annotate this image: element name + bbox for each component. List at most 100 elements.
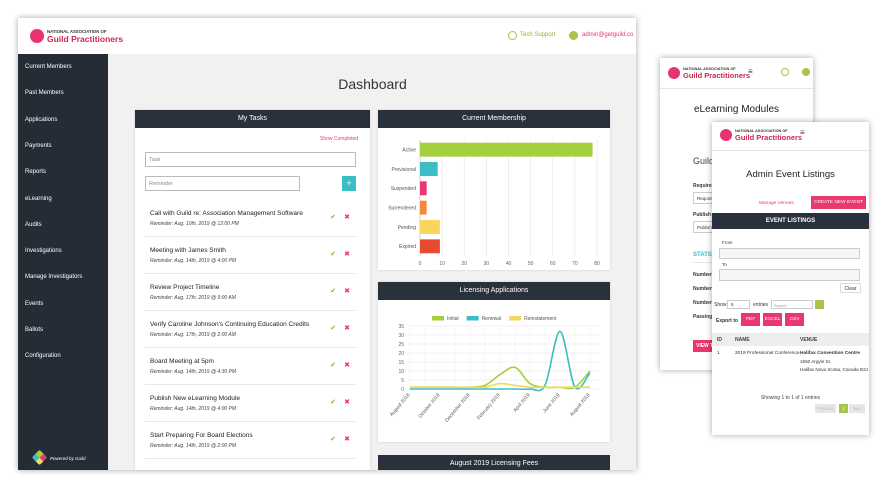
task-reminder: Reminder: Aug. 14th, 2019 @ 4:00 PM bbox=[150, 406, 237, 412]
show-completed[interactable]: Show Completed bbox=[320, 136, 359, 142]
panel-header: Licensing Applications bbox=[378, 282, 610, 300]
logo-name: Guild Practitioners bbox=[47, 34, 124, 44]
x-tick-label: 80 bbox=[594, 261, 600, 267]
chart-panel bbox=[378, 110, 610, 270]
complete-icon[interactable]: ✔ bbox=[330, 214, 336, 221]
delete-icon[interactable]: ✖ bbox=[344, 362, 350, 369]
sidebar-item[interactable]: Applications bbox=[25, 116, 58, 123]
x-tick-label: December 2018 bbox=[444, 392, 472, 423]
delete-icon[interactable]: ✖ bbox=[344, 436, 350, 443]
sidebar-item[interactable]: Manage Investigators bbox=[25, 274, 83, 281]
x-tick-label: 20 bbox=[461, 261, 467, 267]
complete-icon[interactable]: ✔ bbox=[330, 288, 336, 295]
user-link[interactable]: admin@getguild.co bbox=[582, 32, 634, 38]
bar bbox=[420, 220, 440, 234]
length-select[interactable]: 5 bbox=[727, 300, 750, 309]
x-tick-label: 50 bbox=[528, 261, 534, 267]
bar bbox=[420, 239, 440, 254]
logo-icon bbox=[720, 129, 732, 141]
tasks-panel bbox=[135, 110, 370, 470]
reminder-input[interactable]: Reminder bbox=[145, 176, 300, 191]
manage-venues-link[interactable]: Manage Venues bbox=[759, 201, 794, 206]
complete-icon[interactable]: ✔ bbox=[330, 325, 336, 332]
powered-by: Powered by Guild bbox=[50, 456, 86, 461]
sidebar-item[interactable]: Events bbox=[25, 300, 44, 307]
x-tick-label: 60 bbox=[550, 261, 556, 267]
page-button[interactable]: Next bbox=[849, 404, 865, 413]
menu-icon[interactable]: ≡ bbox=[800, 128, 805, 137]
category-label: Suspended bbox=[391, 186, 417, 192]
page-button[interactable]: Previous bbox=[815, 404, 836, 413]
export-button[interactable]: PDF bbox=[741, 313, 760, 326]
legend-label: Initial bbox=[447, 316, 459, 322]
page-button[interactable]: 1 bbox=[839, 404, 848, 413]
delete-icon[interactable]: ✖ bbox=[344, 288, 350, 295]
complete-icon[interactable]: ✔ bbox=[330, 362, 336, 369]
task-reminder: Reminder: Aug. 14th, 2019 @ 2:00 PM bbox=[150, 443, 237, 449]
task-reminder: Reminder: Aug. 10th, 2019 @ 12:00 PM bbox=[150, 221, 239, 227]
task-reminder: Reminder: Aug. 17th, 2019 @ 9:00 AM bbox=[150, 295, 236, 301]
column-header[interactable]: NAME bbox=[735, 337, 750, 343]
menu-icon[interactable]: ≡ bbox=[748, 67, 753, 76]
delete-icon[interactable]: ✖ bbox=[344, 251, 350, 258]
table-header bbox=[712, 333, 869, 346]
y-tick-label: 5 bbox=[401, 378, 404, 384]
task-title: Board Meeting at 5pm bbox=[150, 358, 214, 365]
listings-bar: EVENT LISTINGS bbox=[712, 213, 869, 229]
stats-heading: STATS bbox=[693, 252, 712, 258]
panel-header: My Tasks bbox=[135, 110, 370, 128]
stats-row: Number bbox=[693, 300, 712, 306]
user-icon bbox=[802, 68, 810, 76]
sidebar-item[interactable]: Audits bbox=[25, 221, 42, 228]
window-header-line bbox=[712, 150, 869, 151]
task-title: Meeting with James Smith bbox=[150, 247, 226, 254]
legend-label: Reinstatement bbox=[524, 316, 557, 322]
complete-icon[interactable]: ✔ bbox=[330, 399, 336, 406]
sidebar-item[interactable]: Current Members bbox=[25, 64, 72, 70]
tech-support-link[interactable]: Tech Support bbox=[520, 32, 556, 38]
add-task-button[interactable]: + bbox=[342, 176, 356, 191]
task-title: Review Project Timeline bbox=[150, 284, 220, 291]
category-label: Pending bbox=[398, 225, 417, 231]
user-icon bbox=[569, 31, 578, 40]
logo-subtitle: NATIONAL ASSOCIATION OF bbox=[735, 129, 788, 133]
clear-button[interactable]: Clear bbox=[840, 283, 861, 293]
table-info: Showing 1 to 1 of 1 entries bbox=[760, 395, 821, 401]
sidebar-item[interactable]: eLearning bbox=[25, 195, 52, 202]
sidebar-item[interactable]: Investigations bbox=[25, 248, 62, 255]
sidebar-item[interactable]: Configuration bbox=[25, 353, 61, 360]
sidebar-item[interactable]: Past Members bbox=[25, 90, 64, 97]
cell-venue: Halifax Convention Centre bbox=[800, 351, 860, 356]
bar bbox=[420, 200, 427, 215]
task-reminder: Reminder: Aug. 17th, 2019 @ 2:00 AM bbox=[150, 332, 236, 338]
delete-icon[interactable]: ✖ bbox=[344, 214, 350, 221]
column-header[interactable]: ID bbox=[717, 337, 722, 343]
search-input[interactable]: Search bbox=[771, 300, 813, 309]
stats-row: Number bbox=[693, 272, 712, 278]
task-item: Call with Guild re: Association Manageme… bbox=[145, 200, 356, 237]
task-item: Verify Caroline Johnson's Continuing Edu… bbox=[145, 311, 356, 348]
task-title: Call with Guild re: Association Manageme… bbox=[150, 210, 303, 217]
sidebar-item[interactable]: Payments bbox=[25, 142, 52, 149]
delete-icon[interactable]: ✖ bbox=[344, 399, 350, 406]
sidebar-item[interactable]: Reports bbox=[25, 169, 47, 176]
logo-icon bbox=[30, 29, 44, 43]
sidebar-item[interactable]: Ballots bbox=[25, 327, 44, 333]
export-button[interactable]: EXCEL bbox=[763, 313, 782, 326]
x-tick-label: 70 bbox=[572, 261, 578, 267]
delete-icon[interactable]: ✖ bbox=[344, 325, 350, 332]
task-input[interactable]: Task bbox=[145, 152, 356, 167]
complete-icon[interactable]: ✔ bbox=[330, 436, 336, 443]
y-tick-label: 15 bbox=[398, 360, 404, 366]
y-tick-label: 35 bbox=[398, 324, 404, 330]
x-tick-label: April 2019 bbox=[512, 392, 531, 413]
to-input[interactable] bbox=[719, 269, 860, 281]
column-header[interactable]: VENUE bbox=[800, 337, 818, 343]
x-tick-label: 10 bbox=[439, 261, 445, 267]
create-event-button[interactable]: CREATE NEW EVENT bbox=[811, 196, 866, 209]
task-list: Call with Guild re: Association Manageme… bbox=[145, 200, 356, 470]
complete-icon[interactable]: ✔ bbox=[330, 251, 336, 258]
export-button[interactable]: CSV bbox=[785, 313, 804, 326]
from-input[interactable] bbox=[719, 248, 860, 259]
x-tick-label: June 2019 bbox=[542, 392, 562, 414]
